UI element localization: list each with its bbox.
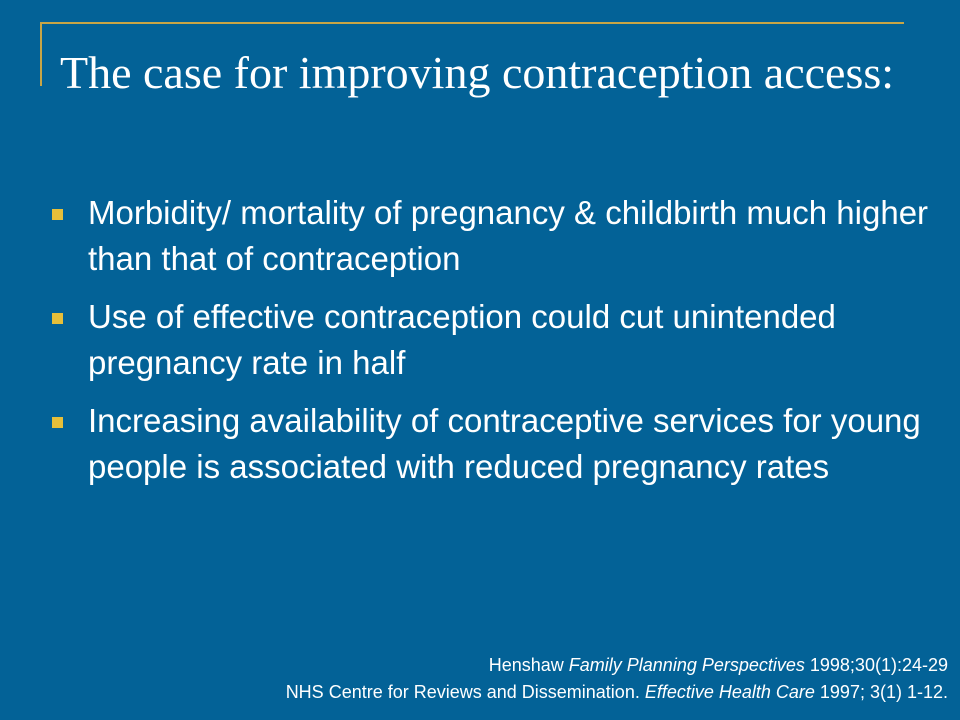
square-bullet-icon <box>52 313 63 324</box>
bullet-text: Morbidity/ mortality of pregnancy & chil… <box>88 194 929 277</box>
references: Henshaw Family Planning Perspectives 199… <box>286 652 948 706</box>
reference-citation: 1998;30(1):24-29 <box>804 655 948 675</box>
square-bullet-icon <box>52 209 63 220</box>
bullet-text: Increasing availability of contraceptive… <box>88 402 921 485</box>
square-bullet-icon <box>52 417 63 428</box>
bullet-item: Morbidity/ mortality of pregnancy & chil… <box>0 190 960 282</box>
reference-author: Henshaw <box>488 655 569 675</box>
bullet-item: Use of effective contraception could cut… <box>0 294 960 386</box>
slide-title: The case for improving contraception acc… <box>60 47 895 98</box>
reference-journal: Family Planning Perspectives <box>568 655 805 675</box>
decorative-top-line <box>40 22 904 24</box>
reference-line: NHS Centre for Reviews and Dissemination… <box>286 679 948 706</box>
bullet-list: Morbidity/ mortality of pregnancy & chil… <box>0 190 960 502</box>
reference-author: NHS Centre for Reviews and Dissemination… <box>285 682 645 702</box>
reference-journal: Effective Health Care <box>644 682 815 702</box>
bullet-text: Use of effective contraception could cut… <box>88 298 836 381</box>
bullet-item: Increasing availability of contraceptive… <box>0 398 960 490</box>
decorative-left-line <box>40 22 42 86</box>
reference-line: Henshaw Family Planning Perspectives 199… <box>286 652 948 679</box>
reference-citation: 1997; 3(1) 1-12. <box>814 682 948 702</box>
